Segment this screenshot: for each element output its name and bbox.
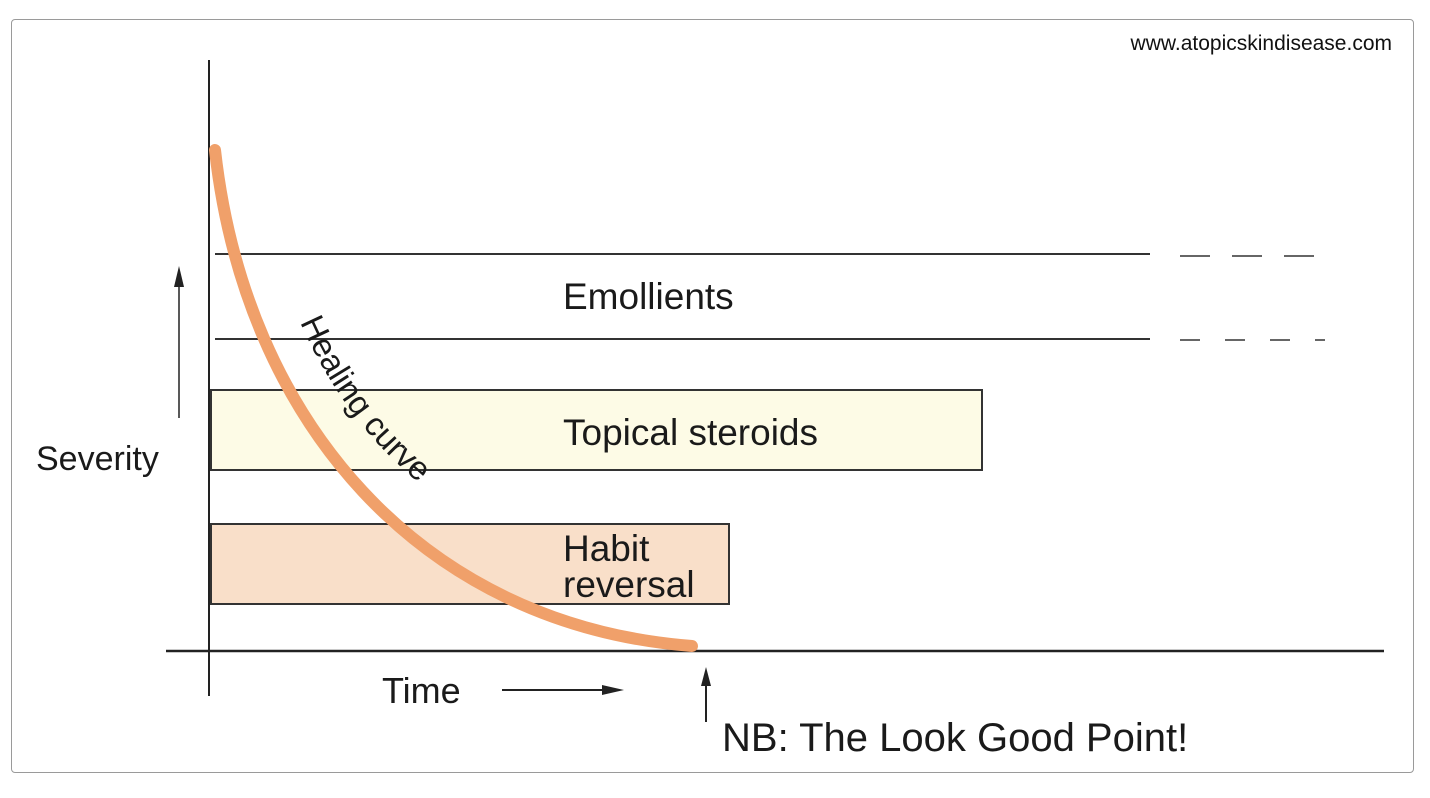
y-axis-label: Severity xyxy=(36,440,159,478)
band-label-emollients: Emollients xyxy=(563,276,734,317)
time-arrow-head xyxy=(602,685,624,695)
source-url: www.atopicskindisease.com xyxy=(1130,32,1392,55)
band-label-habit-reversal: Habit reversal xyxy=(563,528,695,605)
healing-curve xyxy=(209,144,698,652)
severity-arrow-head xyxy=(174,266,184,287)
x-axis-label: Time xyxy=(382,670,461,711)
look-good-point-arrow-head xyxy=(701,667,711,686)
band-label-topical-steroids: Topical steroids xyxy=(563,412,818,453)
habit-reversal-band xyxy=(210,523,730,605)
look-good-point-annotation: NB: The Look Good Point! xyxy=(722,716,1188,760)
